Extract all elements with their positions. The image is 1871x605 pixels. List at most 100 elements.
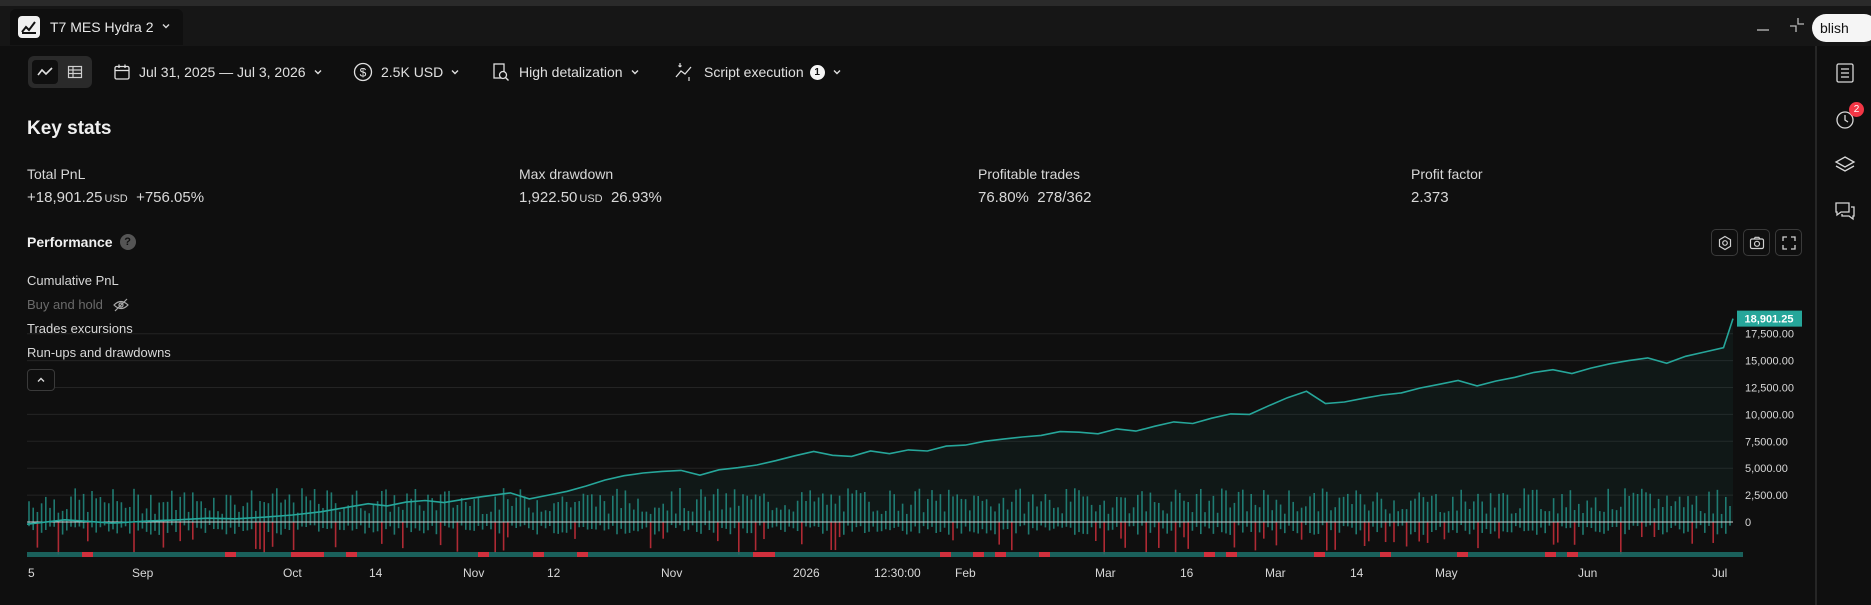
buy-and-hold-label: Buy and hold	[27, 297, 103, 312]
runup-drawdown-segment	[368, 552, 379, 557]
runup-drawdown-segment	[1314, 552, 1325, 557]
y-tick-label: 17,500.00	[1745, 329, 1794, 341]
total-pnl-stat: Total PnL +18,901.25 USD +756.05%	[27, 166, 204, 206]
runup-drawdown-segment	[764, 552, 775, 557]
list-icon[interactable]	[1834, 62, 1856, 89]
chevron-down-icon	[631, 70, 639, 75]
runup-drawdown-segment	[181, 552, 192, 557]
legend-runups-drawdowns[interactable]: Run-ups and drawdowns	[27, 345, 171, 360]
runup-drawdown-segment	[82, 552, 93, 557]
runup-drawdown-segment	[962, 552, 973, 557]
runup-drawdown-segment	[115, 552, 126, 557]
x-tick-label: 14	[1350, 566, 1364, 580]
legend-cumulative-pnl[interactable]: Cumulative PnL	[27, 273, 119, 288]
date-range-dropdown[interactable]: Jul 31, 2025 — Jul 3, 2026	[113, 56, 323, 88]
runup-drawdown-segment	[1655, 552, 1666, 557]
runup-drawdown-segment	[1259, 552, 1270, 557]
runup-drawdown-segment	[841, 552, 852, 557]
runup-drawdown-segment	[665, 552, 676, 557]
runup-drawdown-segment	[819, 552, 830, 557]
strategy-tab[interactable]: T7 MES Hydra 2	[10, 9, 183, 45]
table-view-button[interactable]	[62, 60, 88, 84]
runup-drawdown-segment	[1226, 552, 1237, 557]
runup-drawdown-segment	[1402, 552, 1413, 557]
chat-icon[interactable]	[1834, 200, 1856, 227]
runup-drawdown-segment	[995, 552, 1006, 557]
runup-drawdown-segment	[1083, 552, 1094, 557]
detalization-label: High detalization	[519, 64, 623, 80]
pnl-area	[27, 318, 1733, 525]
runup-drawdown-segment	[1336, 552, 1347, 557]
runup-drawdown-segment	[1039, 552, 1050, 557]
runup-drawdown-segment	[885, 552, 896, 557]
x-tick-label: Nov	[463, 566, 484, 580]
runup-drawdown-segment	[1468, 552, 1479, 557]
chart-settings-button[interactable]	[1711, 229, 1738, 256]
snapshot-button[interactable]	[1743, 229, 1770, 256]
chevron-down-icon[interactable]	[161, 18, 171, 36]
eye-hidden-icon[interactable]	[113, 298, 129, 312]
stat-label: Profit factor	[1411, 166, 1483, 182]
stat-value: +18,901.25 USD +756.05%	[27, 189, 204, 206]
alarm-clock-icon[interactable]	[1834, 108, 1856, 135]
collapse-panel-icon[interactable]	[1788, 16, 1806, 39]
y-tick-label: 15,000.00	[1745, 356, 1794, 368]
runup-drawdown-segment	[1358, 552, 1369, 557]
detalization-dropdown[interactable]: High detalization	[491, 56, 640, 88]
legend-buy-and-hold[interactable]: Buy and hold	[27, 297, 129, 312]
runup-drawdown-segment	[1105, 552, 1116, 557]
runup-drawdown-segment	[1028, 552, 1039, 557]
script-execution-dropdown[interactable]: Script execution 1	[674, 56, 842, 88]
runup-drawdown-segment	[742, 552, 753, 557]
legend-trades-excursions[interactable]: Trades excursions	[27, 321, 133, 336]
runup-drawdown-segment	[456, 552, 467, 557]
chart-view-button[interactable]	[32, 60, 58, 84]
help-icon[interactable]: ?	[119, 234, 136, 250]
runup-drawdown-segment	[401, 552, 412, 557]
capital-dropdown[interactable]: $ 2.5K USD	[353, 56, 460, 88]
runup-drawdown-segment	[1556, 552, 1567, 557]
minimize-icon[interactable]	[1756, 18, 1770, 37]
publish-button[interactable]: blish	[1812, 14, 1871, 42]
runup-drawdown-segment	[522, 552, 533, 557]
x-tick-label: 12	[547, 566, 561, 580]
runup-drawdown-segment	[1325, 552, 1336, 557]
x-tick-label: Sep	[132, 566, 154, 580]
runup-drawdown-segment	[1501, 552, 1512, 557]
runup-drawdown-segment	[709, 552, 720, 557]
layers-icon[interactable]	[1834, 154, 1856, 181]
y-tick-label: 2,500.00	[1745, 490, 1788, 502]
x-tick-label: 12:30:00	[874, 566, 921, 580]
runup-drawdown-segment	[1292, 552, 1303, 557]
runup-drawdown-segment	[1380, 552, 1391, 557]
runup-drawdown-segment	[38, 552, 49, 557]
max-drawdown-stat: Max drawdown 1,922.50 USD 26.93%	[519, 166, 662, 206]
chevron-down-icon	[314, 70, 322, 75]
runup-drawdown-segment	[500, 552, 511, 557]
script-execution-icon	[675, 63, 692, 81]
runup-drawdown-segment	[423, 552, 434, 557]
runup-drawdown-segment	[302, 552, 313, 557]
runup-drawdown-segment	[148, 552, 159, 557]
runup-drawdown-segment	[137, 552, 148, 557]
runup-drawdown-segment	[60, 552, 71, 557]
runup-drawdown-segment	[1677, 552, 1688, 557]
runup-drawdown-segment	[1600, 552, 1611, 557]
runup-drawdown-segment	[71, 552, 82, 557]
runup-drawdown-segment	[1017, 552, 1028, 557]
runup-drawdown-segment	[1303, 552, 1314, 557]
currency-unit: USD	[579, 193, 603, 205]
runup-drawdown-segment	[566, 552, 577, 557]
runup-drawdown-segment	[291, 552, 302, 557]
runup-drawdown-segment	[1446, 552, 1457, 557]
max-drawdown-value: 1,922.50	[519, 189, 578, 206]
top-strip	[0, 0, 1871, 6]
runup-drawdown-segment	[1281, 552, 1292, 557]
stat-label: Max drawdown	[519, 166, 614, 182]
stat-value: 2.373	[1411, 189, 1449, 206]
fullscreen-button[interactable]	[1775, 229, 1802, 256]
collapse-legend-button[interactable]	[27, 369, 55, 391]
runup-drawdown-segment	[324, 552, 335, 557]
runup-drawdown-segment	[1644, 552, 1655, 557]
runup-drawdown-segment	[973, 552, 984, 557]
